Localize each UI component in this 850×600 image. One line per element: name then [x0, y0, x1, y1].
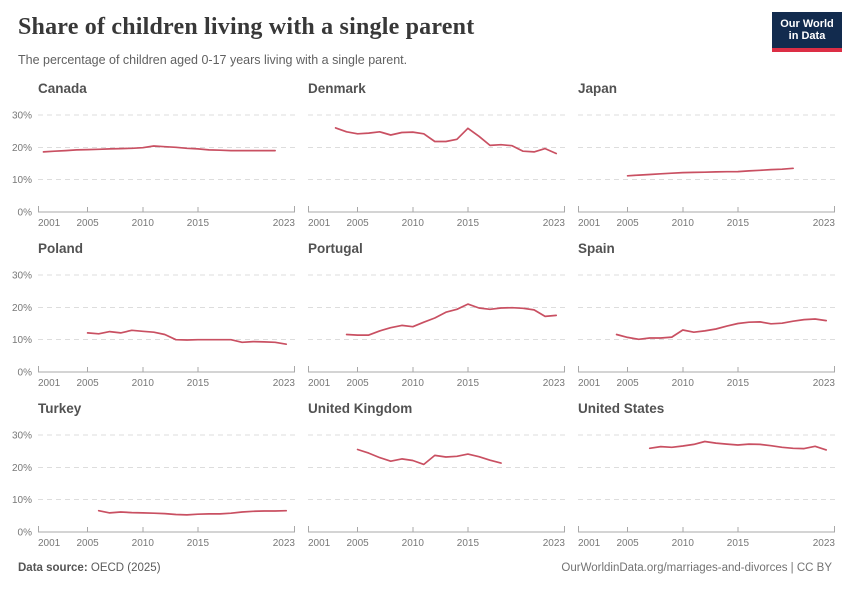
svg-text:2010: 2010 [402, 538, 425, 549]
panel-title-denmark: Denmark [308, 81, 366, 96]
svg-text:2023: 2023 [813, 218, 835, 229]
line-chart-spain: 2001 2005 2010 2015 2023 [578, 274, 835, 389]
owid-logo-line1: Our World [780, 18, 834, 30]
panel-spain: Spain 2001 2005 2010 2015 2023 [578, 240, 835, 390]
panel-title-canada: Canada [38, 81, 87, 96]
svg-text:2001: 2001 [38, 218, 61, 229]
line-chart-japan: 2001 2005 2010 2015 2023 [578, 114, 835, 229]
svg-text:2005: 2005 [77, 378, 100, 389]
svg-text:2023: 2023 [813, 538, 835, 549]
svg-text:2001: 2001 [308, 538, 331, 549]
svg-text:2023: 2023 [273, 378, 295, 389]
svg-text:2015: 2015 [457, 218, 480, 229]
svg-text:2001: 2001 [578, 378, 601, 389]
svg-text:2010: 2010 [402, 218, 425, 229]
panel-title-portugal: Portugal [308, 241, 363, 256]
panel-denmark: Denmark 2001 2005 2010 2015 2023 [308, 80, 565, 230]
line-chart-denmark: 2001 2005 2010 2015 2023 [308, 114, 565, 229]
footer-data-source: Data source: OECD (2025) [18, 562, 161, 574]
svg-text:2015: 2015 [187, 538, 210, 549]
line-chart-poland: 0% 10% 20% 30% 2001 2005 2010 2015 2023 [12, 271, 295, 389]
line-chart-united-kingdom: 2001 2005 2010 2015 2023 [308, 434, 565, 549]
svg-text:2015: 2015 [187, 218, 210, 229]
panel-title-united-kingdom: United Kingdom [308, 401, 413, 416]
panel-title-poland: Poland [38, 241, 84, 256]
svg-text:2001: 2001 [38, 538, 61, 549]
svg-text:2023: 2023 [273, 218, 295, 229]
svg-text:2005: 2005 [347, 538, 370, 549]
svg-text:0%: 0% [18, 208, 33, 219]
panel-united-kingdom: United Kingdom 2001 2005 2010 2015 2023 [308, 400, 565, 550]
svg-text:2023: 2023 [813, 378, 835, 389]
svg-text:2005: 2005 [77, 218, 100, 229]
svg-text:10%: 10% [12, 495, 32, 506]
small-multiples-grid: Canada 0% 10% 20% 30% 2001 2005 2010 2015 2023 D… [10, 80, 835, 550]
panel-poland: Poland 0% 10% 20% 30% 2001 2005 2010 2015 2023 [10, 240, 295, 390]
svg-text:2005: 2005 [617, 378, 640, 389]
svg-text:2023: 2023 [543, 218, 565, 229]
svg-text:0%: 0% [18, 368, 33, 379]
svg-text:20%: 20% [12, 463, 32, 474]
svg-text:2015: 2015 [187, 378, 210, 389]
page-subtitle: The percentage of children aged 0-17 yea… [18, 53, 408, 67]
svg-text:2010: 2010 [132, 538, 155, 549]
svg-text:2015: 2015 [457, 378, 480, 389]
svg-text:2015: 2015 [457, 538, 480, 549]
svg-text:2005: 2005 [347, 378, 370, 389]
owid-logo-line2: in Data [788, 30, 826, 42]
svg-text:2015: 2015 [727, 538, 750, 549]
panel-title-united-states: United States [578, 401, 665, 416]
panel-portugal: Portugal 2001 2005 2010 2015 2023 [308, 240, 565, 390]
footer-data-source-label: Data source: [18, 562, 88, 574]
svg-text:2001: 2001 [38, 378, 61, 389]
panel-united-states: United States 2001 2005 2010 2015 2023 [578, 400, 835, 550]
svg-text:2010: 2010 [672, 218, 695, 229]
svg-text:2005: 2005 [617, 218, 640, 229]
svg-text:10%: 10% [12, 175, 32, 186]
svg-text:2001: 2001 [308, 378, 331, 389]
footer-citation-link[interactable]: OurWorldinData.org/marriages-and-divorce… [561, 562, 832, 574]
svg-text:30%: 30% [12, 271, 32, 282]
svg-text:2010: 2010 [672, 378, 695, 389]
svg-text:2010: 2010 [132, 218, 155, 229]
svg-text:10%: 10% [12, 335, 32, 346]
svg-text:2010: 2010 [132, 378, 155, 389]
svg-text:2005: 2005 [347, 218, 370, 229]
svg-text:2015: 2015 [727, 378, 750, 389]
svg-text:2023: 2023 [543, 378, 565, 389]
svg-text:0%: 0% [18, 528, 33, 539]
svg-text:2005: 2005 [77, 538, 100, 549]
page-title: Share of children living with a single p… [18, 14, 475, 40]
owid-logo[interactable]: Our World in Data [772, 12, 842, 52]
panel-turkey: Turkey 0% 10% 20% 30% 2001 2005 2010 2015 2023 [10, 400, 295, 550]
svg-text:30%: 30% [12, 431, 32, 442]
line-chart-turkey: 0% 10% 20% 30% 2001 2005 2010 2015 2023 [12, 431, 295, 549]
panel-japan: Japan 2001 2005 2010 2015 2023 [578, 80, 835, 230]
panel-title-turkey: Turkey [38, 401, 82, 416]
page-footer: Data source: OECD (2025) OurWorldinData.… [18, 562, 832, 574]
panel-title-japan: Japan [578, 81, 618, 96]
svg-text:2023: 2023 [543, 538, 565, 549]
line-chart-portugal: 2001 2005 2010 2015 2023 [308, 274, 565, 389]
panel-canada: Canada 0% 10% 20% 30% 2001 2005 2010 2015 2023 [10, 80, 295, 230]
svg-text:20%: 20% [12, 303, 32, 314]
svg-text:2010: 2010 [672, 538, 695, 549]
svg-text:2010: 2010 [402, 378, 425, 389]
svg-text:2005: 2005 [617, 538, 640, 549]
svg-text:2001: 2001 [308, 218, 331, 229]
svg-text:20%: 20% [12, 143, 32, 154]
panel-title-spain: Spain [578, 241, 615, 256]
svg-text:2001: 2001 [578, 538, 601, 549]
footer-data-source-value: OECD (2025) [90, 562, 161, 574]
svg-text:2001: 2001 [578, 218, 601, 229]
line-chart-canada: 0% 10% 20% 30% 2001 2005 2010 2015 2023 [12, 111, 295, 229]
line-chart-united-states: 2001 2005 2010 2015 2023 [578, 434, 835, 549]
svg-text:2023: 2023 [273, 538, 295, 549]
svg-text:2015: 2015 [727, 218, 750, 229]
svg-text:30%: 30% [12, 111, 32, 122]
